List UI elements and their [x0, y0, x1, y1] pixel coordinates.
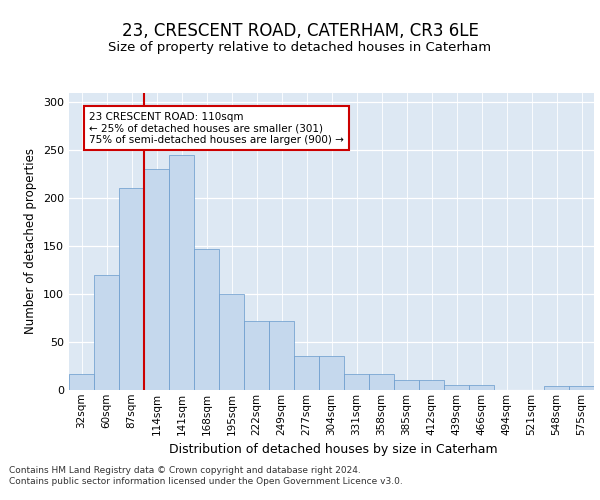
Text: Distribution of detached houses by size in Caterham: Distribution of detached houses by size … — [169, 442, 497, 456]
Bar — [469, 385, 494, 390]
Bar — [144, 170, 169, 390]
Bar — [369, 374, 394, 390]
Bar — [544, 386, 569, 390]
Text: Contains public sector information licensed under the Open Government Licence v3: Contains public sector information licen… — [9, 478, 403, 486]
Bar — [344, 374, 369, 390]
Bar — [94, 275, 119, 390]
Bar — [219, 294, 244, 390]
Bar — [244, 321, 269, 390]
Text: 23 CRESCENT ROAD: 110sqm
← 25% of detached houses are smaller (301)
75% of semi-: 23 CRESCENT ROAD: 110sqm ← 25% of detach… — [89, 112, 344, 145]
Bar — [319, 356, 344, 390]
Bar — [419, 380, 444, 390]
Text: 23, CRESCENT ROAD, CATERHAM, CR3 6LE: 23, CRESCENT ROAD, CATERHAM, CR3 6LE — [122, 22, 478, 40]
Bar — [169, 155, 194, 390]
Bar — [444, 385, 469, 390]
Text: Size of property relative to detached houses in Caterham: Size of property relative to detached ho… — [109, 41, 491, 54]
Bar — [119, 188, 144, 390]
Bar — [394, 380, 419, 390]
Bar — [69, 374, 94, 390]
Bar — [569, 386, 594, 390]
Text: Contains HM Land Registry data © Crown copyright and database right 2024.: Contains HM Land Registry data © Crown c… — [9, 466, 361, 475]
Y-axis label: Number of detached properties: Number of detached properties — [25, 148, 37, 334]
Bar — [269, 321, 294, 390]
Bar — [294, 356, 319, 390]
Bar — [194, 249, 219, 390]
